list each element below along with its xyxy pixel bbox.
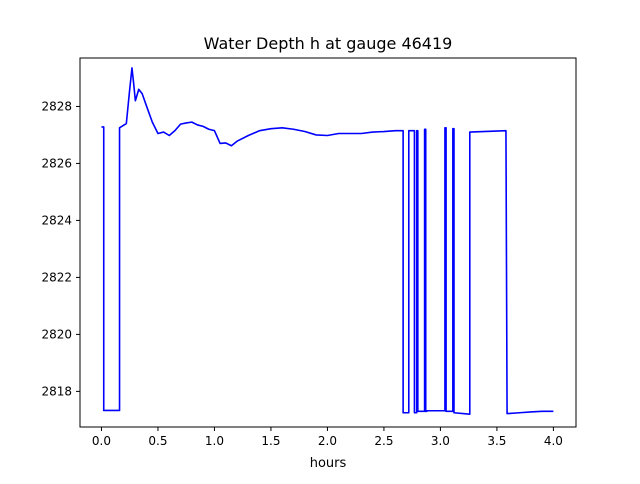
- y-tick-label: 2820: [41, 327, 72, 341]
- plot-frame: [79, 57, 577, 428]
- x-tick-label: 4.0: [544, 434, 563, 448]
- y-tick-label: 2828: [41, 99, 72, 113]
- y-tick-label: 2818: [41, 384, 72, 398]
- x-tick-label: 0.0: [92, 434, 111, 448]
- chart-title: Water Depth h at gauge 46419: [204, 34, 453, 53]
- x-tick-label: 2.5: [374, 434, 393, 448]
- y-tick-label: 2824: [41, 213, 72, 227]
- plot-background: [80, 58, 576, 427]
- x-axis-label: hours: [310, 456, 347, 471]
- x-tick-label: 2.0: [318, 434, 337, 448]
- y-axis: 2818 2820 2822 2824 2826 2828: [41, 99, 80, 398]
- x-tick-label: 3.0: [431, 434, 450, 448]
- series-line-0: [101, 67, 554, 415]
- y-tick-label: 2822: [41, 270, 72, 284]
- x-axis: 0.0 0.5 1.0 1.5 2.0 2.5 3.0 3.5 4.0: [92, 427, 563, 448]
- x-tick-label: 0.5: [148, 434, 167, 448]
- x-tick-label: 3.5: [487, 434, 506, 448]
- y-tick-label: 2826: [41, 156, 72, 170]
- plot-area: [101, 67, 554, 415]
- x-tick-label: 1.5: [261, 434, 280, 448]
- x-tick-label: 1.0: [205, 434, 224, 448]
